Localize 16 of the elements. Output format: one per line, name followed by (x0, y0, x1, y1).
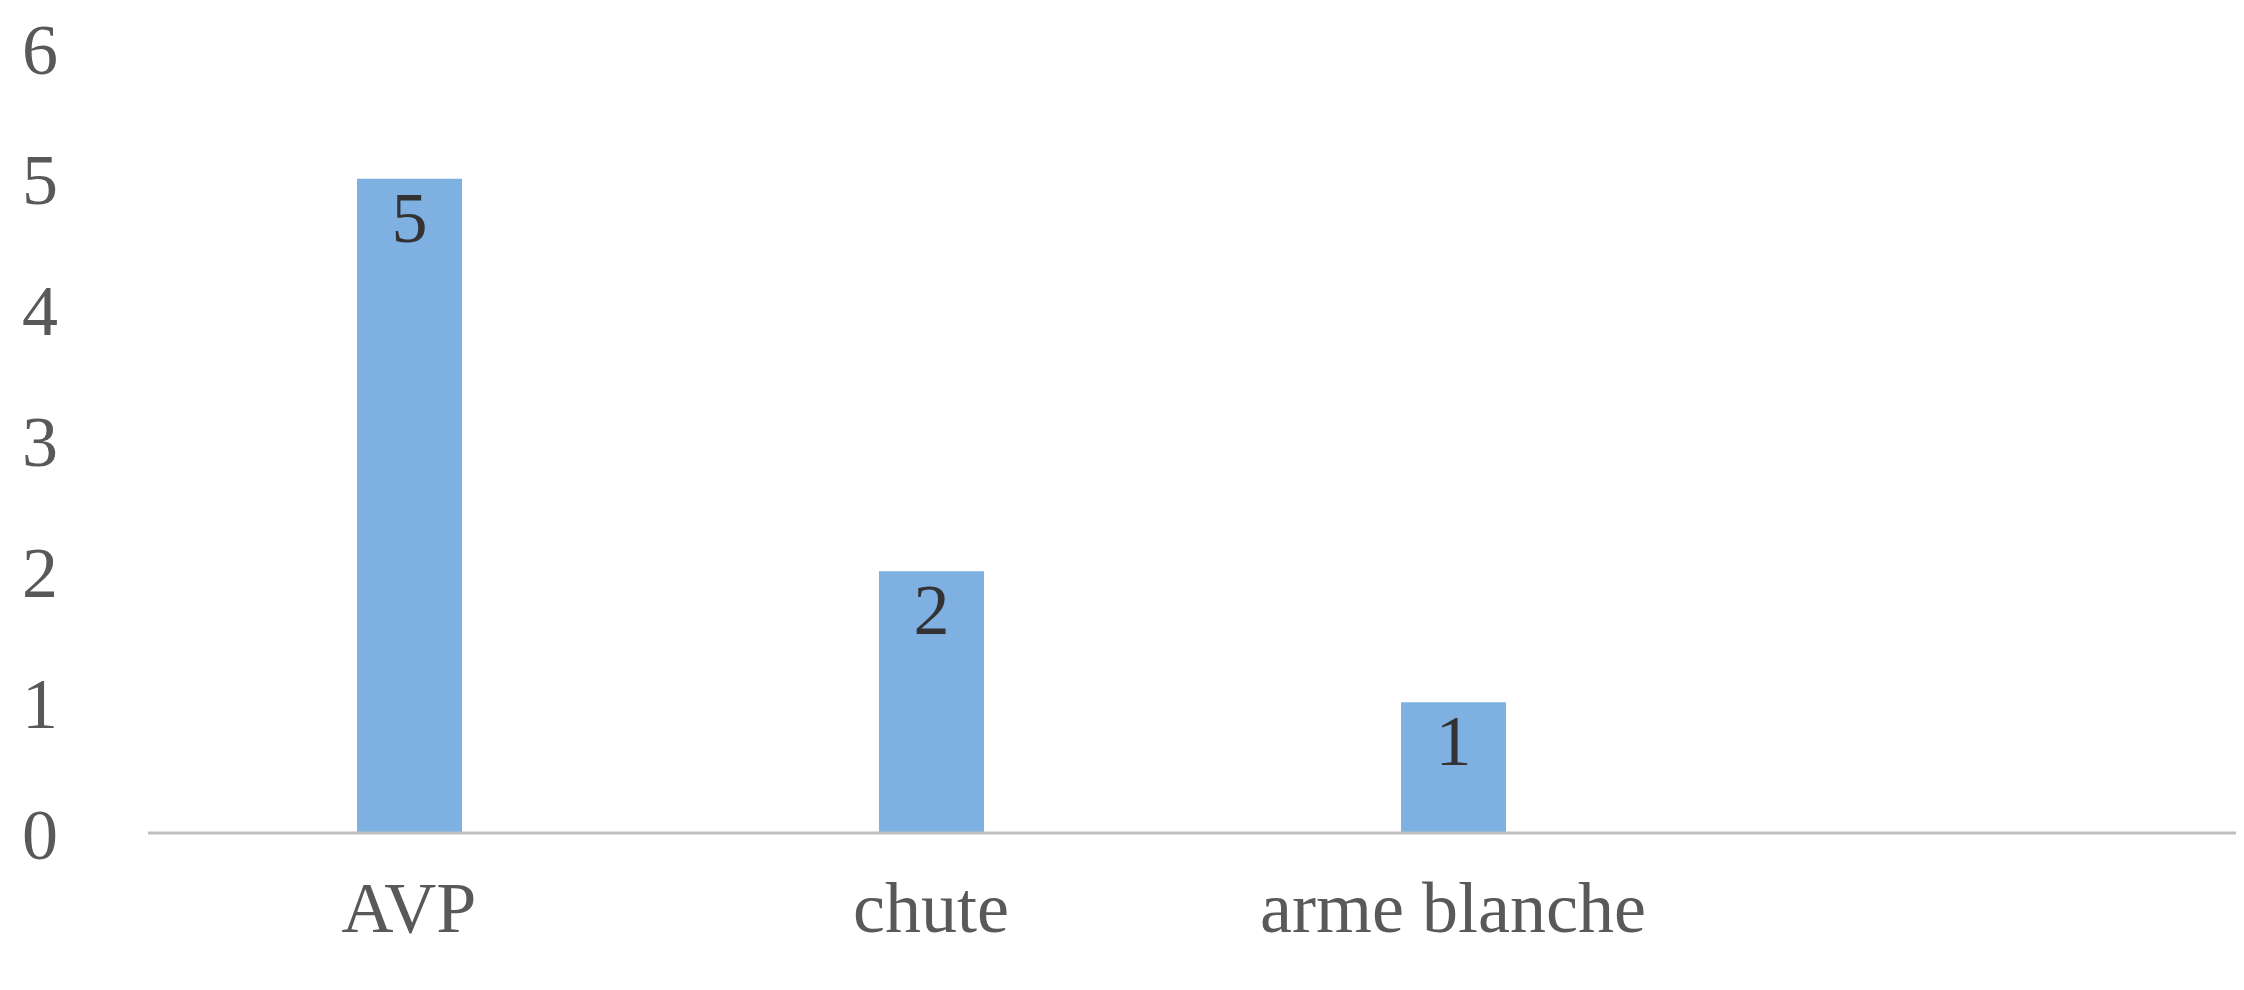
data-label: 5 (391, 177, 428, 258)
x-tick-label: arme blanche (1260, 868, 1646, 949)
x-tick-label: AVP (341, 868, 477, 949)
x-tick-label: chute (853, 868, 1009, 949)
data-label: 2 (913, 570, 950, 651)
y-tick-label: 4 (22, 271, 58, 352)
bar (357, 178, 462, 833)
y-tick-label: 6 (22, 9, 58, 90)
y-tick-label: 5 (22, 140, 58, 221)
y-tick-label: 0 (22, 794, 58, 875)
bar (879, 571, 984, 833)
y-tick-label: 1 (22, 663, 58, 744)
y-tick-label: 3 (22, 402, 58, 483)
bar (1401, 702, 1506, 833)
y-tick-label: 2 (22, 532, 58, 613)
data-label: 1 (1435, 701, 1472, 782)
